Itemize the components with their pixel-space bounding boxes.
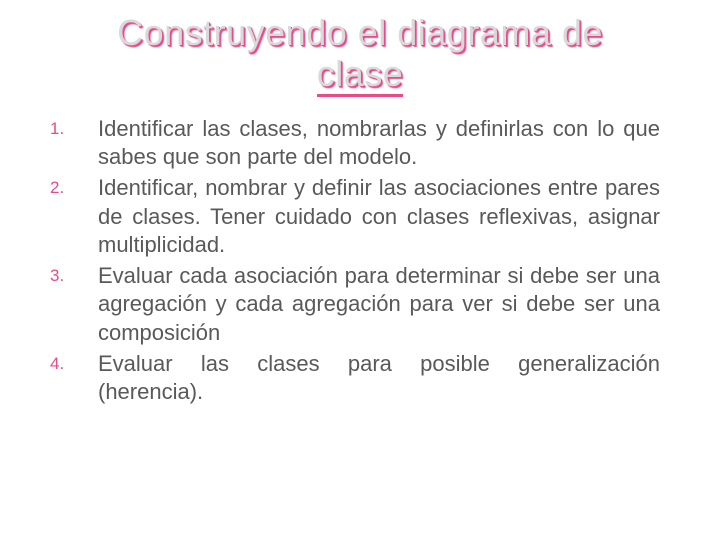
list-number: 2. [50,174,98,260]
list-number: 1. [50,115,98,172]
list-text: Evaluar cada asociación para determinar … [98,262,660,348]
title-line1: Construyendo el diagrama de [117,12,603,53]
list-number: 3. [50,262,98,348]
list-text: Identificar las clases, nombrarlas y def… [98,115,660,172]
slide-title: Construyendo el diagrama de clase [40,12,680,95]
title-line2: clase [317,53,404,97]
list-text: Identificar, nombrar y definir las asoci… [98,174,660,260]
list-text: Evaluar las clases para posible generali… [98,350,660,407]
slide: Construyendo el diagrama de clase 1.Iden… [0,0,720,540]
list-item: 4.Evaluar las clases para posible genera… [50,350,660,407]
list-item: 1.Identificar las clases, nombrarlas y d… [50,115,660,172]
list-item: 2.Identificar, nombrar y definir las aso… [50,174,660,260]
list-number: 4. [50,350,98,407]
list-item: 3.Evaluar cada asociación para determina… [50,262,660,348]
list-container: 1.Identificar las clases, nombrarlas y d… [40,115,680,407]
